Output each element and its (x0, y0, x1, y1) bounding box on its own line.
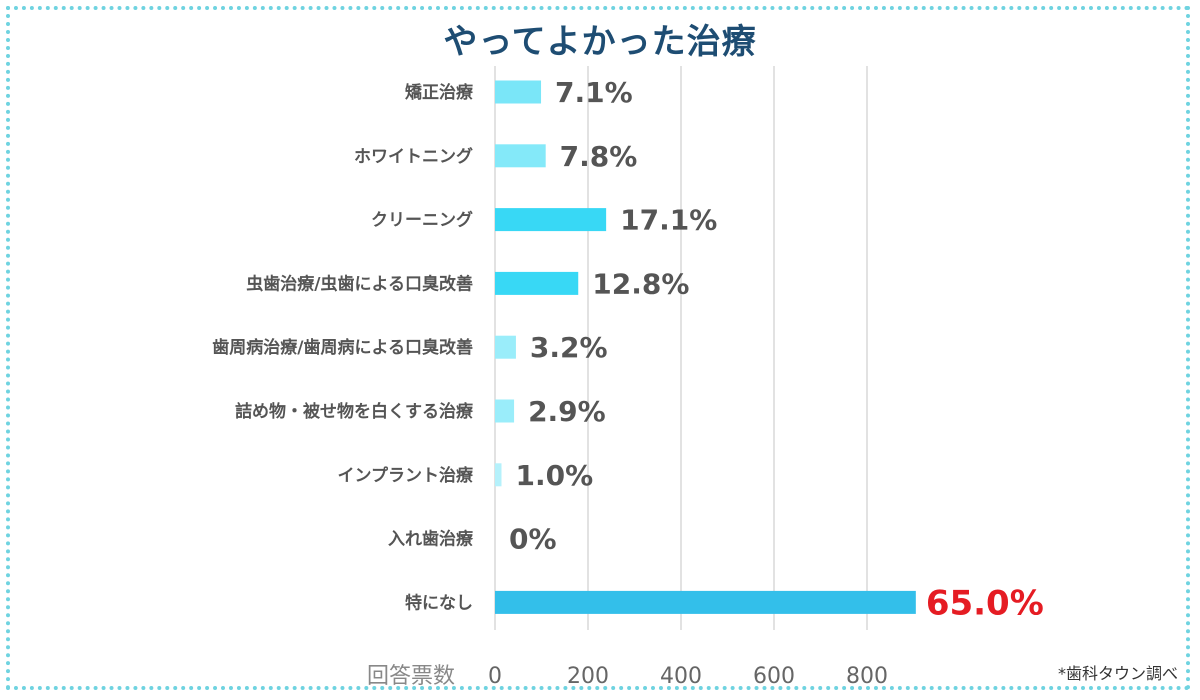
category-label: 詰め物・被せ物を白くする治療 (235, 401, 474, 422)
bars (495, 80, 916, 614)
x-tick-label: 600 (753, 664, 795, 689)
value-label: 1.0% (516, 459, 594, 492)
bar (495, 144, 546, 168)
x-axis-title: 回答票数 (367, 664, 455, 689)
category-label: ホワイトニング (354, 146, 473, 167)
x-tick-label: 400 (660, 664, 702, 689)
bar (495, 399, 515, 423)
category-label: 入れ歯治療 (388, 529, 474, 550)
value-label: 12.8% (592, 267, 689, 300)
bar (495, 271, 579, 295)
dotted-border (6, 6, 1190, 690)
category-label: 歯周病治療/歯周病による口臭改善 (212, 337, 473, 358)
category-label: クリーニング (371, 210, 473, 231)
value-label: 17.1% (620, 204, 717, 237)
chart-title: やってよかった治療 (443, 22, 757, 62)
x-tick-label: 800 (846, 664, 888, 689)
category-label: 虫歯治療/虫歯による口臭改善 (246, 273, 473, 294)
x-tick-label: 200 (567, 664, 609, 689)
value-label: 3.2% (530, 331, 608, 364)
value-labels: 7.1% 7.8% 17.1% 12.8% 3.2% 2.9% 1.0% 0% 65.0% (509, 76, 1044, 623)
value-label: 2.9% (528, 395, 606, 428)
source-note: *歯科タウン調べ (1057, 664, 1178, 683)
category-label: 矯正治療 (405, 82, 474, 103)
value-label: 7.1% (555, 76, 633, 109)
bar (495, 335, 516, 359)
bar (495, 463, 502, 487)
value-label: 0% (509, 523, 557, 556)
value-label: 7.8% (560, 140, 638, 173)
x-tick-labels: 0 200 400 600 800 (488, 664, 888, 689)
category-labels: 矯正治療ホワイトニングクリーニング虫歯治療/虫歯による口臭改善歯周病治療/歯周病… (212, 82, 474, 613)
bar (495, 590, 916, 614)
value-label: 65.0% (926, 583, 1044, 623)
x-tick-label: 0 (488, 664, 502, 689)
bar (495, 208, 607, 232)
category-label: 特になし (405, 592, 473, 613)
bar (495, 80, 542, 104)
category-label: インプラント治療 (338, 465, 474, 486)
